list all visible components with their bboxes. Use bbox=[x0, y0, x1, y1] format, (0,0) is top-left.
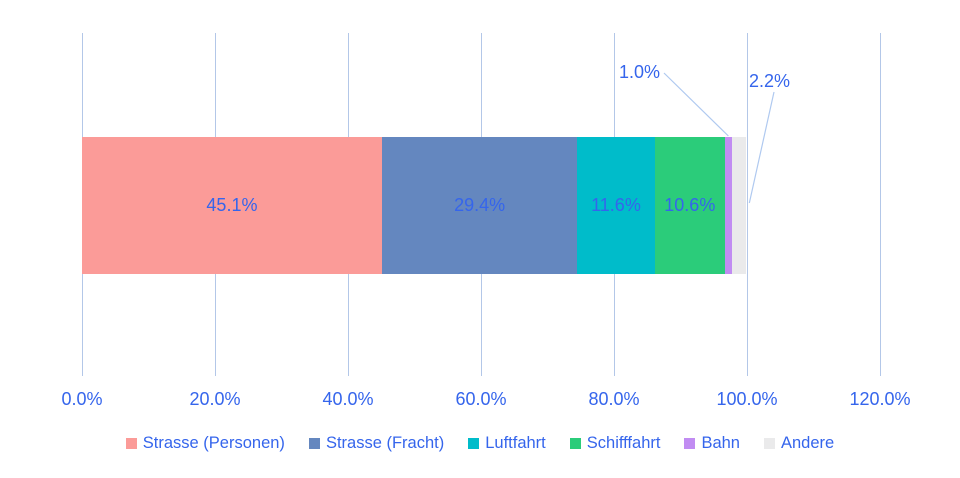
legend-swatch-icon bbox=[569, 438, 581, 449]
x-axis-tick-label: 100.0% bbox=[716, 389, 778, 409]
legend-label: Bahn bbox=[701, 434, 740, 452]
bar-segment-strasse-personen[interactable]: 45.1% bbox=[82, 137, 382, 274]
x-axis-tick-label: 80.0% bbox=[588, 389, 640, 409]
callout-label-bahn: 1.0% bbox=[618, 62, 660, 82]
bar-row: 45.1% 29.4% 11.6% 10.6% bbox=[82, 137, 881, 274]
legend-swatch-icon bbox=[684, 438, 696, 449]
legend-label: Strasse (Personen) bbox=[142, 434, 285, 452]
legend-label: Schifffahrt bbox=[586, 434, 661, 452]
segment-value-label: 45.1% bbox=[206, 195, 258, 215]
legend-label: Strasse (Fracht) bbox=[325, 434, 445, 452]
legend-label: Andere bbox=[781, 434, 835, 452]
legend-swatch-icon bbox=[764, 438, 775, 449]
x-axis-tick-label: 60.0% bbox=[455, 389, 507, 409]
legend-item-strasse-fracht[interactable]: Strasse (Fracht) bbox=[308, 434, 445, 453]
bar-segment-bahn[interactable] bbox=[725, 137, 732, 274]
plot-area: 45.1% 29.4% 11.6% 10.6% bbox=[82, 33, 881, 376]
x-axis-tick-label: 20.0% bbox=[189, 389, 241, 409]
segment-value-label: 29.4% bbox=[454, 195, 506, 215]
segment-value-label: 10.6% bbox=[664, 195, 716, 215]
bar-segment-strasse-fracht[interactable]: 29.4% bbox=[381, 137, 578, 274]
legend-item-bahn[interactable]: Bahn bbox=[684, 434, 740, 453]
legend-swatch-icon bbox=[125, 438, 137, 449]
legend-swatch-icon bbox=[468, 438, 480, 449]
legend-item-schifffahrt[interactable]: Schifffahrt bbox=[569, 434, 661, 453]
gridline bbox=[880, 33, 881, 376]
bar-segment-luftfahrt[interactable]: 11.6% bbox=[577, 137, 655, 274]
bar-segment-andere[interactable] bbox=[731, 137, 747, 274]
bar-segment-schifffahrt[interactable]: 10.6% bbox=[654, 137, 726, 274]
legend-item-luftfahrt[interactable]: Luftfahrt bbox=[468, 434, 546, 453]
legend-label: Luftfahrt bbox=[485, 434, 546, 452]
x-axis-tick-label: 0.0% bbox=[61, 389, 103, 409]
legend-item-andere[interactable]: Andere bbox=[764, 434, 834, 453]
legend-swatch-icon bbox=[308, 438, 320, 449]
x-axis-tick-label: 120.0% bbox=[849, 389, 911, 409]
x-axis-tick-label: 40.0% bbox=[322, 389, 374, 409]
legend-item-strasse-personen[interactable]: Strasse (Personen) bbox=[125, 434, 285, 453]
gridline bbox=[747, 33, 748, 376]
segment-value-label: 11.6% bbox=[591, 195, 641, 215]
legend: Strasse (Personen) Strasse (Fracht) Luftfa… bbox=[0, 434, 960, 453]
callout-label-andere: 2.2% bbox=[749, 71, 791, 91]
